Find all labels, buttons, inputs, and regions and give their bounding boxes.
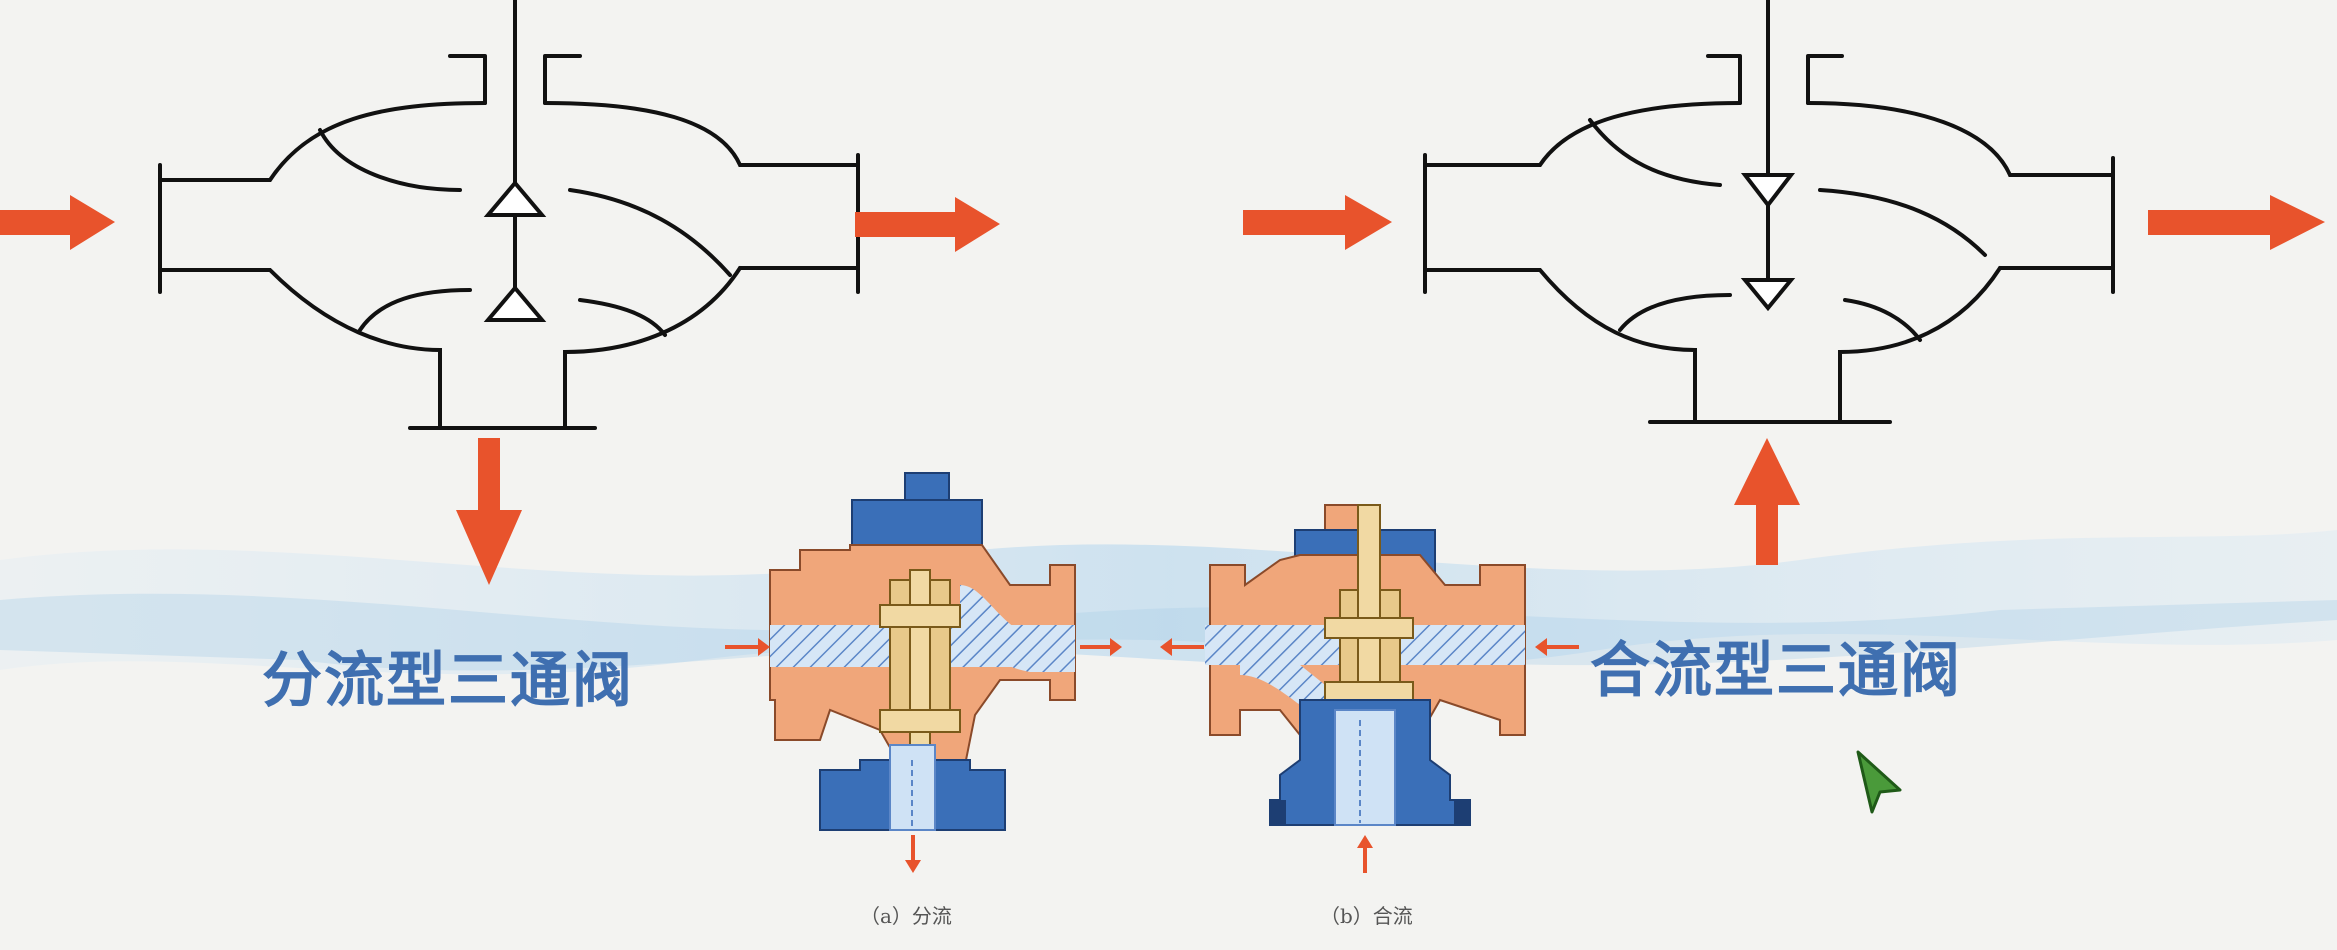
flow-arrows [0, 195, 2325, 585]
caption-b: （b）合流 [1320, 904, 1413, 928]
arrow-right-in [1243, 195, 1392, 250]
arrow-left-out [855, 197, 1000, 252]
arrow-left-down [456, 438, 522, 585]
mixing-valve-label: 合流型三通阀 [1590, 636, 1962, 706]
mixing-valve-cutaway [1160, 504, 1579, 873]
arrow-left-in [0, 195, 115, 250]
mixing-valve-schematic [1423, 0, 2115, 424]
caption-a: （a）分流 [860, 904, 952, 928]
arrow-right-out [2148, 195, 2325, 250]
background-wave [0, 530, 2337, 675]
diverting-valve-cutaway [725, 472, 1122, 873]
cursor-arrow-icon [1856, 750, 1902, 814]
diverting-valve-schematic [158, 0, 860, 430]
diverting-valve-label: 分流型三通阀 [262, 646, 634, 716]
arrow-right-up [1734, 438, 1800, 565]
